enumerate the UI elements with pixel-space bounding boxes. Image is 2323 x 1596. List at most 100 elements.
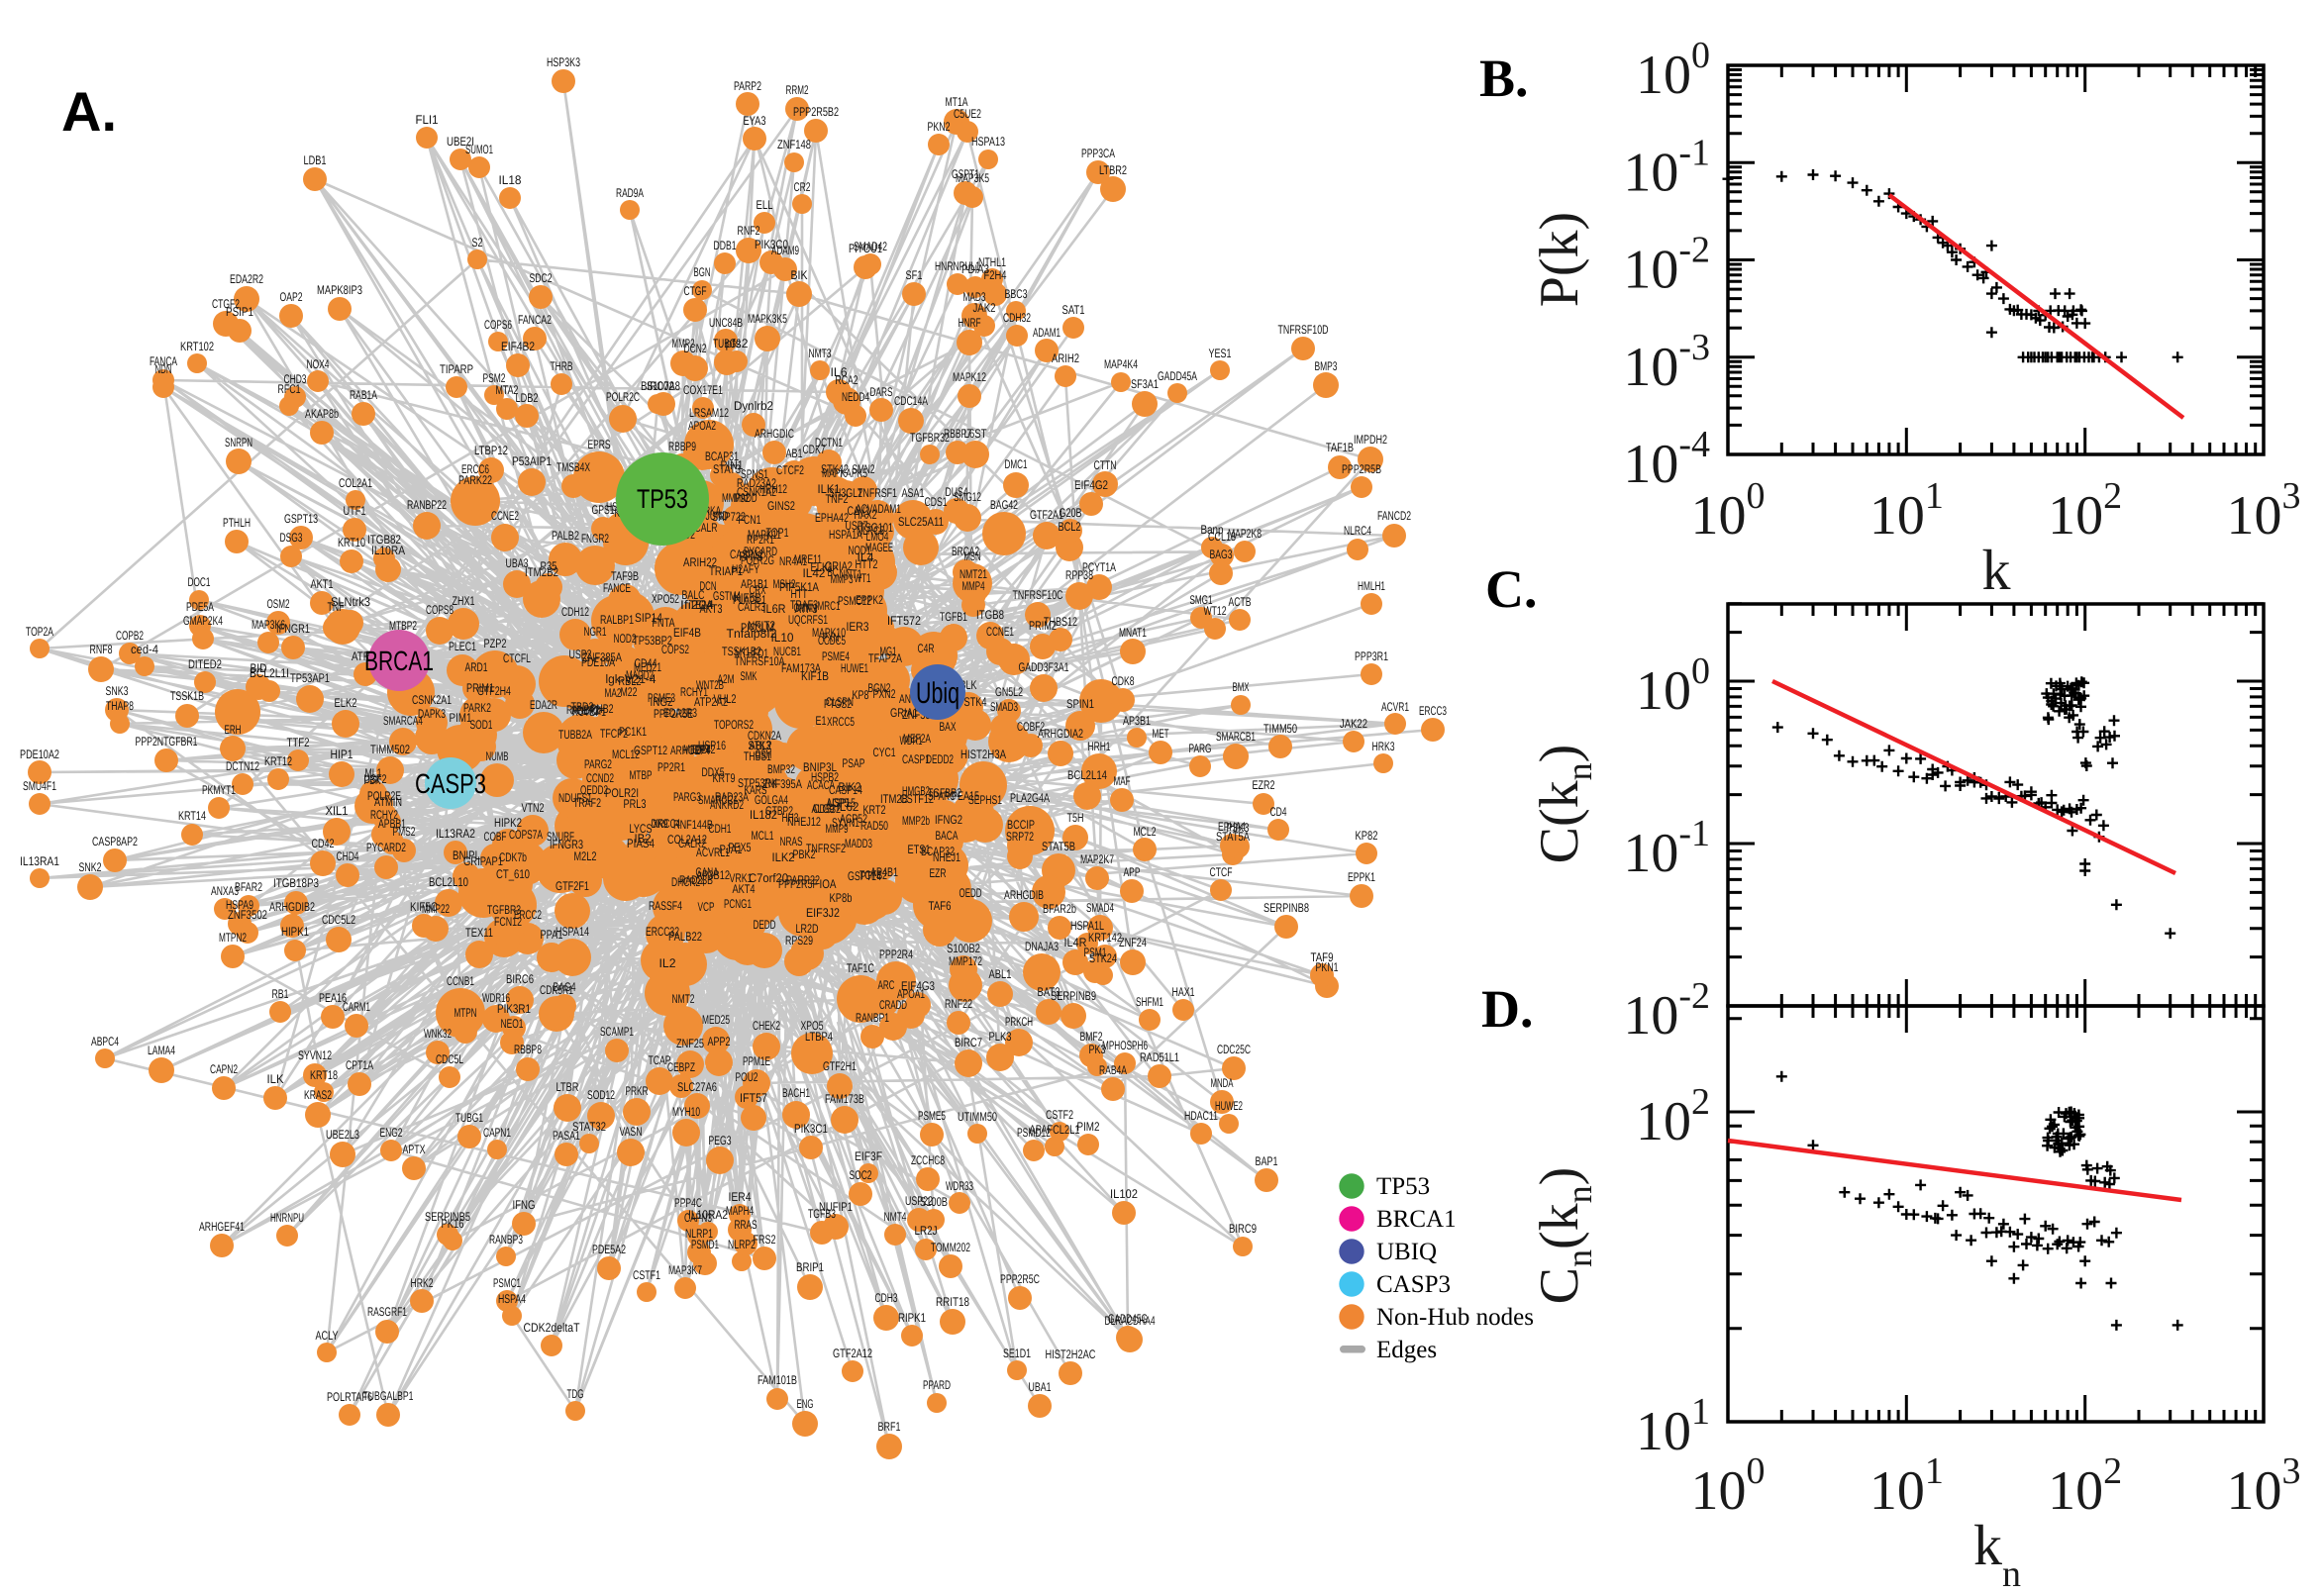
svg-text:HH3: HH3 <box>782 811 799 825</box>
svg-text:CDC5L2: CDC5L2 <box>322 913 355 927</box>
svg-text:BGN2: BGN2 <box>868 681 891 695</box>
svg-text:USP15: USP15 <box>828 796 856 810</box>
svg-text:ZNF148: ZNF148 <box>777 138 811 151</box>
svg-text:MAPKAPK5: MAPKAPK5 <box>822 466 867 480</box>
svg-text:JUND: JUND <box>706 509 729 523</box>
svg-text:CDK7: CDK7 <box>803 443 826 456</box>
svg-text:BNIPL: BNIPL <box>453 848 480 862</box>
svg-text:TNFRSF10C: TNFRSF10C <box>1013 588 1063 602</box>
svg-text:BAG3: BAG3 <box>1210 548 1233 561</box>
svg-text:ELL: ELL <box>757 198 773 212</box>
svg-text:MT1A: MT1A <box>946 95 968 109</box>
svg-text:BAP1: BAP1 <box>1256 1154 1278 1168</box>
svg-text:ARIH2: ARIH2 <box>1052 351 1079 365</box>
svg-text:HTT: HTT <box>791 587 808 601</box>
svg-text:C7orf20: C7orf20 <box>749 871 788 885</box>
svg-text:CEBPZ: CEBPZ <box>667 1060 695 1074</box>
svg-text:CCNE1: CCNE1 <box>986 625 1014 639</box>
svg-text:APP2: APP2 <box>708 1035 731 1048</box>
svg-text:MED25: MED25 <box>702 1013 730 1027</box>
svg-text:RNF22: RNF22 <box>945 997 972 1011</box>
svg-text:DUS4: DUS4 <box>946 485 968 499</box>
svg-text:OSM: OSM <box>756 748 772 761</box>
svg-text:SERPINB5: SERPINB5 <box>425 1210 470 1224</box>
svg-text:CAPN3: CAPN3 <box>684 1211 712 1225</box>
svg-text:LTBR: LTBR <box>556 1080 579 1094</box>
svg-text:102: 102 <box>1636 1081 1710 1152</box>
svg-text:CDC25C: CDC25C <box>1217 1043 1251 1056</box>
svg-text:TTF2: TTF2 <box>287 736 310 749</box>
svg-text:BAG4: BAG4 <box>554 980 576 994</box>
svg-text:TGFBR32: TGFBR32 <box>910 431 950 445</box>
svg-text:10-2: 10-2 <box>1623 230 1710 301</box>
svg-text:COPS7A: COPS7A <box>509 828 543 842</box>
svg-text:IFNGR3: IFNGR3 <box>550 838 583 851</box>
svg-text:ATMIN: ATMIN <box>374 795 402 809</box>
svg-text:L6ST: L6ST <box>964 427 987 441</box>
svg-text:COPS2: COPS2 <box>661 643 689 656</box>
svg-text:S2: S2 <box>472 236 483 249</box>
svg-text:PIM2: PIM2 <box>1077 1120 1100 1134</box>
svg-text:BCAP32: BCAP32 <box>921 845 955 858</box>
svg-text:SNK3: SNK3 <box>106 684 129 698</box>
svg-text:PPP2R4: PPP2R4 <box>879 948 913 961</box>
svg-text:POLR2G: POLR2G <box>741 553 774 567</box>
svg-text:COL2A12: COL2A12 <box>667 833 707 847</box>
svg-text:IL6R: IL6R <box>763 602 786 616</box>
svg-text:STAT5A: STAT5A <box>1216 830 1250 844</box>
svg-text:GSPT1: GSPT1 <box>952 167 979 181</box>
svg-text:CHD3: CHD3 <box>284 372 307 386</box>
svg-text:PIN1: PIN1 <box>721 458 744 472</box>
svg-text:PYCARD2: PYCARD2 <box>366 841 406 854</box>
svg-text:ZNF3502: ZNF3502 <box>228 908 267 922</box>
svg-text:VCP: VCP <box>698 900 715 914</box>
svg-text:KIF5C: KIF5C <box>410 900 438 914</box>
svg-text:TOP1: TOP1 <box>766 526 789 540</box>
svg-text:UTIMM50: UTIMM50 <box>958 1110 997 1124</box>
svg-text:CRADD: CRADD <box>879 998 907 1012</box>
svg-text:FAM101B: FAM101B <box>758 1373 797 1387</box>
svg-text:PALB2: PALB2 <box>552 529 579 543</box>
svg-text:TRIAP1: TRIAP1 <box>709 564 743 578</box>
svg-text:TUBGALBP1: TUBGALBP1 <box>363 1389 414 1403</box>
svg-text:AP3B12: AP3B12 <box>696 868 730 882</box>
svg-text:SERPINB8: SERPINB8 <box>1263 901 1309 915</box>
svg-text:SCAMP1: SCAMP1 <box>600 1025 634 1039</box>
svg-text:SUMO1: SUMO1 <box>465 143 493 156</box>
svg-text:BIRC72: BIRC72 <box>641 379 674 393</box>
svg-text:HNRNPU: HNRNPU <box>270 1211 304 1225</box>
svg-text:THBS12: THBS12 <box>1044 615 1077 629</box>
svg-text:RASSF4: RASSF4 <box>649 899 682 913</box>
svg-text:KRAS2: KRAS2 <box>304 1088 332 1102</box>
svg-text:TAF6: TAF6 <box>929 899 952 913</box>
svg-text:TOMM202: TOMM202 <box>931 1241 970 1254</box>
svg-text:GSPT14: GSPT14 <box>848 869 881 883</box>
svg-text:SMARCC1: SMARCC1 <box>698 793 738 807</box>
svg-text:GRIA1: GRIA1 <box>890 706 918 720</box>
svg-text:ANKRD2: ANKRD2 <box>710 798 744 812</box>
svg-text:ARIH22: ARIH22 <box>683 555 717 569</box>
svg-text:GTBP2: GTBP2 <box>765 804 793 818</box>
svg-text:HUWE1: HUWE1 <box>841 661 868 675</box>
svg-text:TNF2: TNF2 <box>826 492 849 506</box>
svg-text:KARS: KARS <box>745 783 767 797</box>
svg-text:PDE10A2: PDE10A2 <box>20 748 59 761</box>
svg-text:GOLGA4: GOLGA4 <box>755 793 788 807</box>
svg-text:Ubiq: Ubiq <box>916 677 960 710</box>
svg-text:S100B: S100B <box>920 1195 948 1209</box>
svg-text:lgk-V21-4: lgk-V21-4 <box>606 672 656 686</box>
svg-text:RANBP2: RANBP2 <box>566 703 600 717</box>
svg-text:ASA1: ASA1 <box>902 486 925 500</box>
svg-text:C(kn): C(kn) <box>1529 745 1599 864</box>
svg-text:EPHA4: EPHA4 <box>1218 820 1246 834</box>
svg-text:ARD1: ARD1 <box>465 660 488 674</box>
svg-text:PK3: PK3 <box>1089 1043 1106 1056</box>
svg-text:CASP8AP2: CASP8AP2 <box>92 835 138 848</box>
svg-text:TRAF3: TRAF3 <box>790 598 818 612</box>
svg-text:COX17E1: COX17E1 <box>683 383 723 397</box>
svg-text:TRAF2: TRAF2 <box>573 796 601 810</box>
svg-text:PEA16: PEA16 <box>319 991 347 1005</box>
svg-text:DNAJA3: DNAJA3 <box>1025 940 1059 953</box>
svg-text:THAP8: THAP8 <box>106 699 134 713</box>
svg-text:DITED2: DITED2 <box>188 657 222 671</box>
